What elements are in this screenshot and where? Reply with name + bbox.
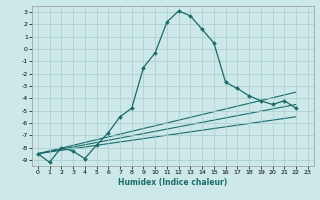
X-axis label: Humidex (Indice chaleur): Humidex (Indice chaleur) (118, 178, 228, 187)
